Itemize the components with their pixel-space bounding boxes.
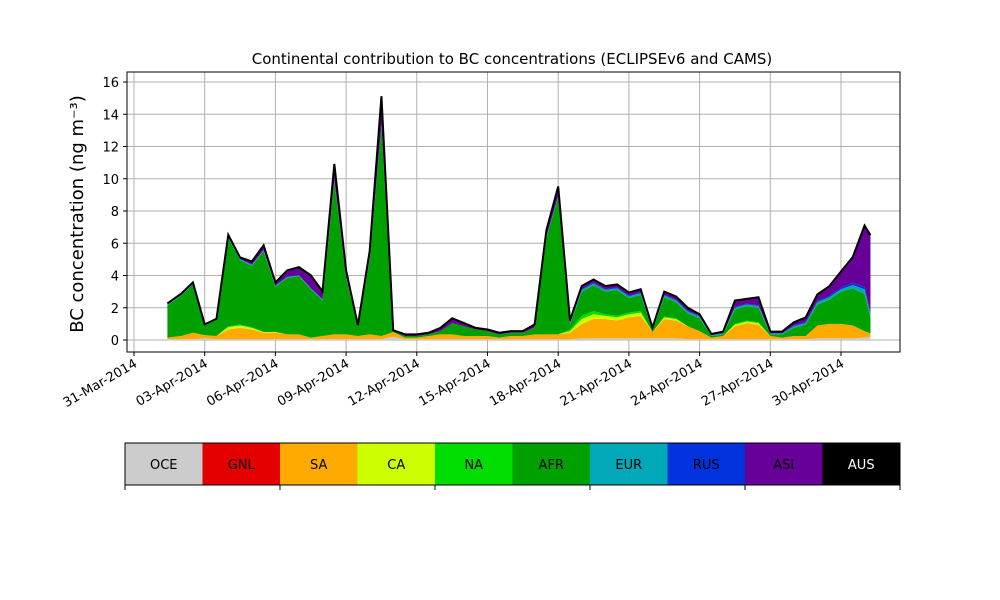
legend-label: GNL	[228, 458, 256, 473]
legend-frame	[124, 442, 901, 486]
y-tick-label: 10	[102, 173, 119, 188]
legend-swatch-gnl	[202, 443, 280, 485]
y-axis-label: BC concentration (ng m⁻³)	[67, 95, 88, 333]
area-afr	[167, 126, 871, 338]
legend: OCE GNL SA CA NA AFR EUR RUS ASI AUS	[124, 442, 901, 490]
legend-label: EUR	[615, 458, 642, 473]
total-outline	[166, 96, 872, 336]
legend-label: AFR	[539, 458, 564, 473]
legend-label: RUS	[693, 458, 720, 473]
legend-swatch-asi	[745, 443, 823, 485]
y-axis: 0 2 4 6 8 10 12 14 16	[102, 76, 127, 349]
chart-title: Continental contribution to BC concentra…	[252, 50, 773, 68]
y-tick-label: 12	[102, 141, 119, 156]
legend-label: SA	[310, 458, 327, 473]
legend-swatch-eur	[590, 443, 668, 485]
legend-swatch-aus	[822, 443, 900, 485]
legend-label: OCE	[150, 458, 178, 473]
axes-frame	[126, 71, 901, 353]
legend-swatch-na	[435, 443, 513, 485]
legend-label: ASI	[773, 458, 794, 473]
y-tick-label: 0	[111, 334, 119, 349]
legend-label: CA	[387, 458, 405, 473]
legend-swatch-sa	[280, 443, 358, 485]
y-tick-label: 8	[111, 205, 119, 220]
y-tick-label: 14	[102, 108, 119, 123]
y-tick-label: 6	[111, 237, 119, 252]
y-tick-label: 2	[111, 302, 119, 317]
stacked-areas	[167, 96, 871, 340]
legend-swatch-afr	[512, 443, 590, 485]
legend-label: AUS	[848, 458, 875, 473]
legend-swatch-rus	[667, 443, 745, 485]
y-tick-label: 4	[111, 270, 119, 285]
area-sa	[167, 315, 871, 340]
y-tick-label: 16	[102, 76, 119, 91]
legend-label: NA	[464, 458, 483, 473]
legend-swatch-ca	[357, 443, 435, 485]
legend-swatch-oce	[125, 443, 203, 485]
total-line	[166, 96, 872, 336]
